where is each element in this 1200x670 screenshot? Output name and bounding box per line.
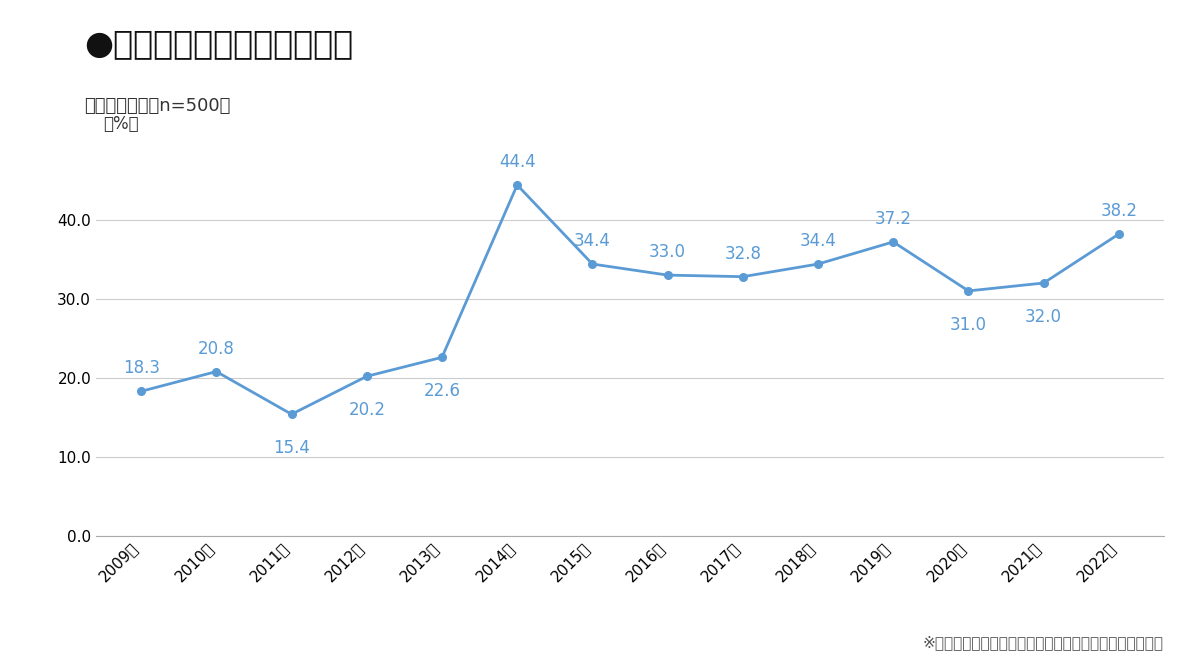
Text: 31.0: 31.0 [950, 316, 986, 334]
Text: 34.4: 34.4 [799, 232, 836, 250]
Text: 33.0: 33.0 [649, 243, 686, 261]
Text: 18.3: 18.3 [122, 359, 160, 377]
Text: 32.8: 32.8 [725, 245, 761, 263]
Text: 15.4: 15.4 [274, 440, 310, 457]
Text: 38.2: 38.2 [1100, 202, 1138, 220]
Text: （%）: （%） [103, 115, 139, 133]
Text: 20.8: 20.8 [198, 340, 235, 358]
Text: ベース：全体（n=500）: ベース：全体（n=500） [84, 97, 230, 115]
Text: 34.4: 34.4 [574, 232, 611, 250]
Text: 37.2: 37.2 [875, 210, 912, 228]
Text: 44.4: 44.4 [499, 153, 535, 171]
Text: 32.0: 32.0 [1025, 308, 1062, 326]
Text: 22.6: 22.6 [424, 383, 461, 400]
Text: 20.2: 20.2 [348, 401, 385, 419]
Text: ※「明るいと思う」「どちらかといえば明るいと思う」計: ※「明るいと思う」「どちらかといえば明るいと思う」計 [923, 635, 1164, 650]
Text: ●日本の未来は明るいと思う: ●日本の未来は明るいと思う [84, 27, 353, 60]
